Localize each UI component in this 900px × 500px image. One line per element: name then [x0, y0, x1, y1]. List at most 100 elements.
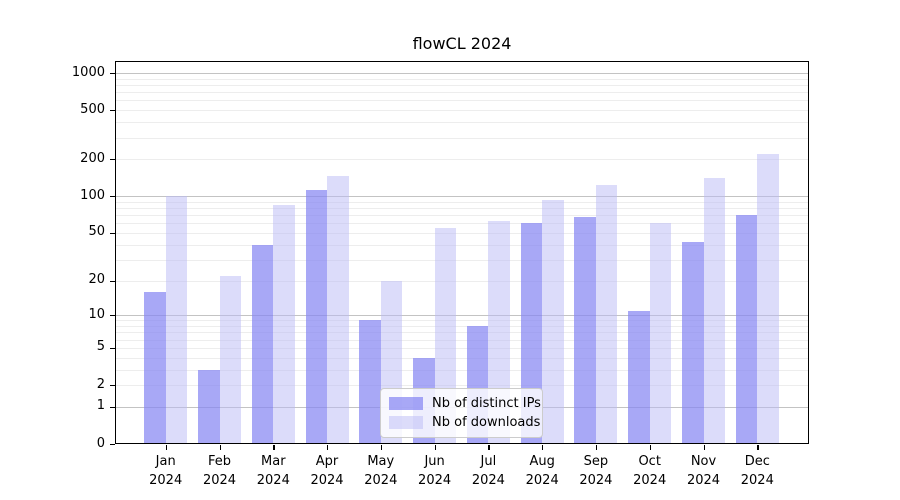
y-tick-label: 20 — [88, 272, 105, 287]
bar-downloads — [327, 176, 349, 444]
y-tick-mark — [110, 110, 115, 112]
bar-downloads — [542, 200, 564, 444]
gridline-minor — [115, 244, 809, 246]
y-tick-label: 5 — [96, 339, 105, 355]
x-tick-month: Aug — [529, 454, 555, 469]
x-tick-mark — [595, 445, 598, 450]
x-tick-month: Oct — [638, 454, 661, 469]
y-tick-label: 500 — [80, 101, 105, 117]
gridline-minor — [115, 347, 809, 349]
gridline-minor — [115, 78, 809, 80]
gridline-minor — [115, 201, 809, 203]
x-tick-label: Sep 2024 — [566, 453, 626, 491]
x-tick-year: 2024 — [364, 472, 398, 488]
legend-item-distinct-ips: Nb of distinct IPs — [389, 396, 541, 411]
x-tick-mark — [327, 445, 329, 450]
y-tick-mark — [110, 406, 115, 409]
gridline-minor — [115, 110, 809, 112]
bar-distinct-ips — [735, 215, 758, 444]
x-tick-year: 2024 — [418, 472, 452, 488]
x-tick-month: Dec — [744, 454, 770, 469]
y-tick-mark — [110, 444, 115, 446]
gridline-major — [115, 315, 809, 317]
bar-downloads — [757, 154, 779, 444]
x-tick-label: Oct 2024 — [620, 453, 680, 491]
x-tick-mark — [488, 445, 490, 450]
x-tick-month: Feb — [207, 454, 232, 469]
x-tick-label: May 2024 — [351, 453, 411, 491]
x-tick-label: Apr 2024 — [297, 453, 357, 491]
gridline-minor — [115, 208, 809, 209]
x-tick-year: 2024 — [525, 472, 559, 488]
x-tick-month: Sep — [583, 454, 609, 469]
x-tick-mark — [757, 445, 759, 450]
legend: Nb of distinct IPs Nb of downloads — [380, 388, 543, 438]
gridline-minor — [115, 122, 809, 124]
gridline-minor — [115, 385, 809, 386]
x-tick-month: Apr — [315, 454, 339, 469]
y-tick-mark — [110, 73, 115, 75]
y-tick-label: 2 — [96, 376, 105, 392]
x-tick-mark — [542, 445, 544, 450]
y-tick-label: 1000 — [71, 64, 105, 80]
bar-downloads — [703, 178, 725, 444]
x-tick-year: 2024 — [310, 472, 344, 488]
gridline-minor — [115, 369, 809, 371]
gridline-minor — [115, 320, 809, 322]
bar-downloads — [649, 223, 672, 444]
bar-downloads — [165, 196, 188, 444]
y-tick-label: 200 — [80, 150, 105, 166]
y-tick-label: 100 — [80, 187, 105, 203]
x-tick-year: 2024 — [149, 472, 183, 488]
legend-swatch-distinct-ips — [389, 397, 423, 410]
y-tick-mark — [110, 232, 115, 235]
x-tick-mark — [219, 445, 221, 450]
bar-distinct-ips — [198, 369, 220, 444]
x-tick-mark — [165, 445, 167, 450]
x-tick-month: Nov — [690, 454, 717, 469]
gridline-minor — [115, 84, 809, 86]
x-tick-mark — [703, 445, 705, 450]
x-tick-month: May — [367, 454, 395, 469]
x-tick-label: Jul 2024 — [458, 453, 518, 491]
bar-distinct-ips — [251, 244, 274, 444]
x-tick-mark — [649, 445, 651, 450]
y-tick-label: 1 — [96, 398, 105, 414]
gridline-major — [115, 73, 809, 74]
x-tick-mark — [434, 445, 436, 450]
x-tick-month: Mar — [261, 454, 286, 469]
bar-distinct-ips — [305, 189, 327, 444]
y-tick-mark — [110, 315, 115, 317]
bar-distinct-ips — [359, 320, 381, 444]
gridline-minor — [115, 259, 809, 261]
x-tick-year: 2024 — [633, 472, 667, 488]
x-tick-mark — [380, 445, 383, 450]
x-tick-year: 2024 — [686, 472, 721, 488]
gridline-minor — [115, 339, 809, 341]
x-tick-label: Mar 2024 — [243, 453, 303, 491]
x-tick-label: Aug 2024 — [512, 453, 572, 491]
bar-downloads — [219, 275, 241, 444]
y-tick-mark — [110, 159, 115, 161]
x-tick-label: Nov 2024 — [674, 453, 734, 491]
legend-label-downloads: Nb of downloads — [432, 415, 541, 430]
gridline-minor — [115, 100, 809, 102]
y-tick-label: 50 — [88, 224, 105, 240]
y-tick-mark — [110, 347, 115, 350]
gridline-minor — [115, 357, 809, 359]
gridline-major — [115, 196, 809, 198]
x-tick-mark — [273, 445, 275, 450]
gridline-minor — [115, 332, 809, 334]
legend-item-downloads: Nb of downloads — [389, 415, 540, 430]
y-tick-mark — [110, 196, 115, 198]
x-tick-label: Dec 2024 — [727, 453, 787, 491]
x-tick-year: 2024 — [256, 472, 290, 488]
gridline-minor — [115, 280, 809, 282]
x-tick-year: 2024 — [579, 472, 613, 488]
y-tick-mark — [110, 280, 115, 282]
gridline-minor — [115, 159, 809, 161]
x-tick-label: Feb 2024 — [190, 453, 250, 491]
x-tick-month: Jul — [480, 454, 497, 469]
y-tick-label: 10 — [88, 306, 105, 322]
